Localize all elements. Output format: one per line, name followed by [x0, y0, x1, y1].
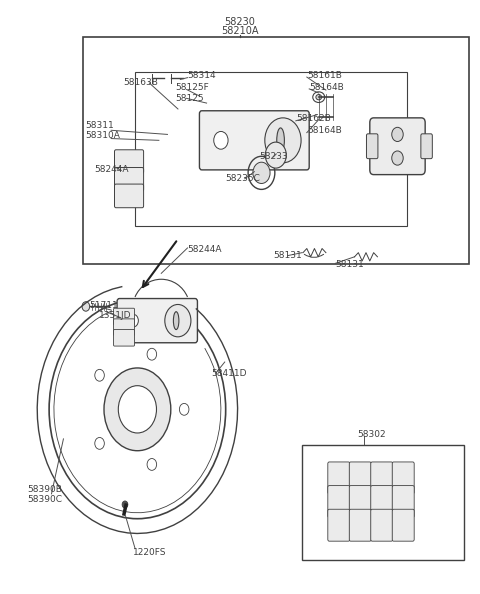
FancyBboxPatch shape	[366, 134, 378, 159]
Ellipse shape	[277, 128, 284, 153]
Text: 1220FS: 1220FS	[132, 548, 166, 557]
Circle shape	[95, 369, 104, 381]
Circle shape	[392, 127, 403, 141]
FancyBboxPatch shape	[115, 184, 144, 208]
FancyBboxPatch shape	[114, 330, 134, 346]
FancyBboxPatch shape	[114, 308, 134, 325]
Circle shape	[122, 501, 128, 508]
FancyBboxPatch shape	[199, 110, 309, 170]
Text: 58310A: 58310A	[85, 131, 120, 140]
Ellipse shape	[313, 92, 324, 103]
Text: 58163B: 58163B	[123, 78, 158, 87]
Text: 58164B: 58164B	[309, 83, 344, 91]
Text: 58390B: 58390B	[28, 485, 62, 494]
FancyBboxPatch shape	[328, 462, 350, 494]
Text: 58125: 58125	[176, 94, 204, 103]
FancyBboxPatch shape	[328, 486, 350, 517]
FancyBboxPatch shape	[115, 168, 144, 191]
FancyBboxPatch shape	[349, 486, 371, 517]
FancyBboxPatch shape	[421, 134, 432, 159]
FancyBboxPatch shape	[371, 509, 393, 541]
Circle shape	[95, 437, 104, 449]
FancyBboxPatch shape	[115, 150, 144, 173]
Text: 58244A: 58244A	[95, 165, 129, 175]
Text: 58311: 58311	[85, 121, 114, 130]
Text: 58235C: 58235C	[226, 174, 261, 184]
Text: 1351JD: 1351JD	[99, 311, 132, 320]
FancyBboxPatch shape	[328, 509, 350, 541]
Circle shape	[265, 142, 286, 168]
Circle shape	[214, 131, 228, 149]
Circle shape	[118, 386, 156, 433]
Text: 58314: 58314	[188, 71, 216, 80]
FancyBboxPatch shape	[349, 462, 371, 494]
Circle shape	[392, 151, 403, 165]
Circle shape	[165, 305, 191, 337]
Text: 58131: 58131	[274, 251, 302, 260]
Text: 58161B: 58161B	[307, 71, 342, 80]
Circle shape	[265, 118, 301, 163]
FancyBboxPatch shape	[117, 299, 197, 343]
Text: 58210A: 58210A	[221, 26, 259, 36]
Text: 58125F: 58125F	[176, 83, 209, 91]
Text: 58302: 58302	[357, 429, 385, 438]
Ellipse shape	[173, 312, 179, 330]
Circle shape	[82, 302, 90, 311]
FancyBboxPatch shape	[392, 509, 414, 541]
FancyBboxPatch shape	[371, 462, 393, 494]
Text: 58131: 58131	[336, 260, 364, 269]
Circle shape	[253, 162, 270, 184]
Circle shape	[104, 368, 171, 451]
Text: 51711: 51711	[90, 301, 119, 311]
Text: 58162B: 58162B	[296, 114, 331, 123]
FancyBboxPatch shape	[392, 486, 414, 517]
Circle shape	[180, 403, 189, 415]
Text: 58233: 58233	[259, 153, 288, 162]
FancyBboxPatch shape	[370, 118, 425, 175]
Circle shape	[128, 314, 138, 327]
Text: 58411D: 58411D	[211, 369, 247, 378]
Text: 58244A: 58244A	[188, 245, 222, 254]
Ellipse shape	[316, 94, 322, 100]
FancyBboxPatch shape	[349, 509, 371, 541]
Circle shape	[147, 348, 156, 360]
FancyBboxPatch shape	[392, 462, 414, 494]
Circle shape	[147, 459, 156, 470]
Text: 58390C: 58390C	[28, 495, 62, 504]
FancyBboxPatch shape	[371, 486, 393, 517]
Text: 58164B: 58164B	[307, 126, 342, 135]
Text: 58230: 58230	[225, 17, 255, 27]
FancyBboxPatch shape	[114, 319, 134, 336]
